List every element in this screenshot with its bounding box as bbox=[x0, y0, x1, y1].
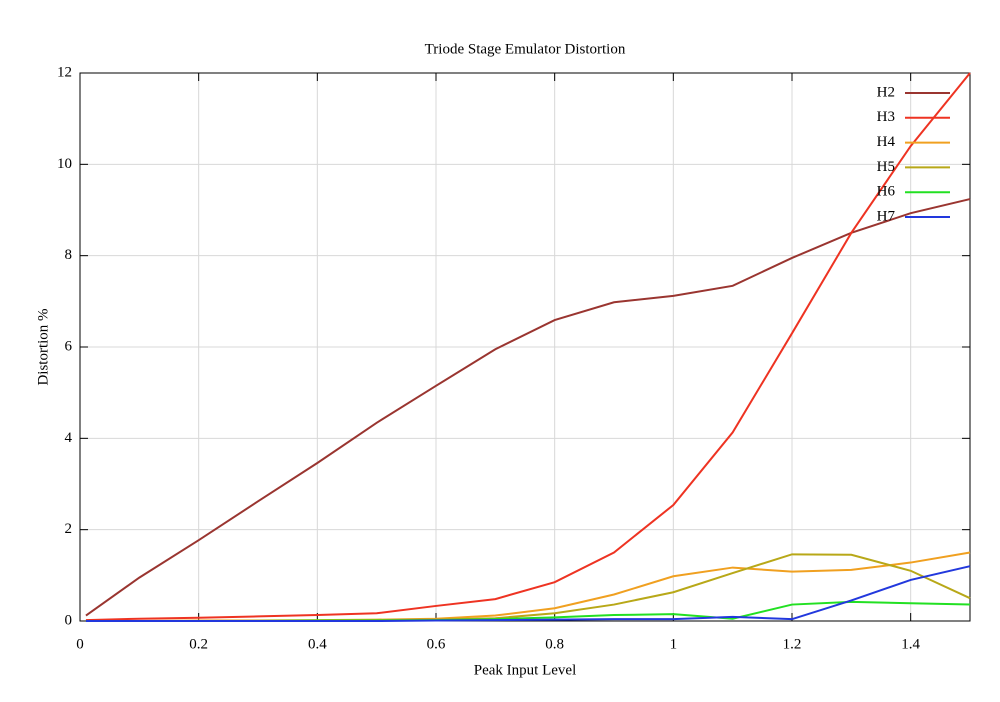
data-line bbox=[85, 198, 971, 617]
x-tick-label: 0.6 bbox=[427, 636, 446, 652]
x-tick-label: 1.2 bbox=[783, 636, 802, 652]
x-axis-label: Peak Input Level bbox=[474, 662, 576, 678]
legend-label: H4 bbox=[877, 134, 896, 150]
y-tick-label: 4 bbox=[65, 430, 73, 446]
y-tick-label: 12 bbox=[57, 64, 72, 80]
data-line bbox=[85, 72, 971, 622]
legend-label: H6 bbox=[877, 184, 896, 200]
legend-label: H7 bbox=[877, 208, 896, 224]
y-tick-label: 0 bbox=[65, 612, 73, 628]
x-tick-label: 0.8 bbox=[545, 636, 564, 652]
x-tick-label: 1.4 bbox=[901, 636, 920, 652]
legend-label: H3 bbox=[877, 109, 895, 125]
y-tick-label: 10 bbox=[57, 156, 72, 172]
legend-label: H2 bbox=[877, 84, 895, 100]
x-tick-label: 1 bbox=[670, 636, 678, 652]
x-tick-label: 0 bbox=[76, 636, 84, 652]
y-axis-label: Distortion % bbox=[35, 308, 51, 385]
chart-title: Triode Stage Emulator Distortion bbox=[425, 41, 626, 57]
y-tick-label: 2 bbox=[65, 521, 73, 537]
data-line bbox=[85, 565, 971, 622]
y-tick-label: 8 bbox=[65, 247, 73, 263]
y-tick-label: 6 bbox=[65, 338, 73, 354]
plot-frame bbox=[79, 72, 971, 622]
data-line bbox=[85, 551, 971, 622]
x-tick-label: 0.2 bbox=[189, 636, 208, 652]
x-tick-label: 0.4 bbox=[308, 636, 327, 652]
legend-label: H5 bbox=[877, 159, 895, 175]
